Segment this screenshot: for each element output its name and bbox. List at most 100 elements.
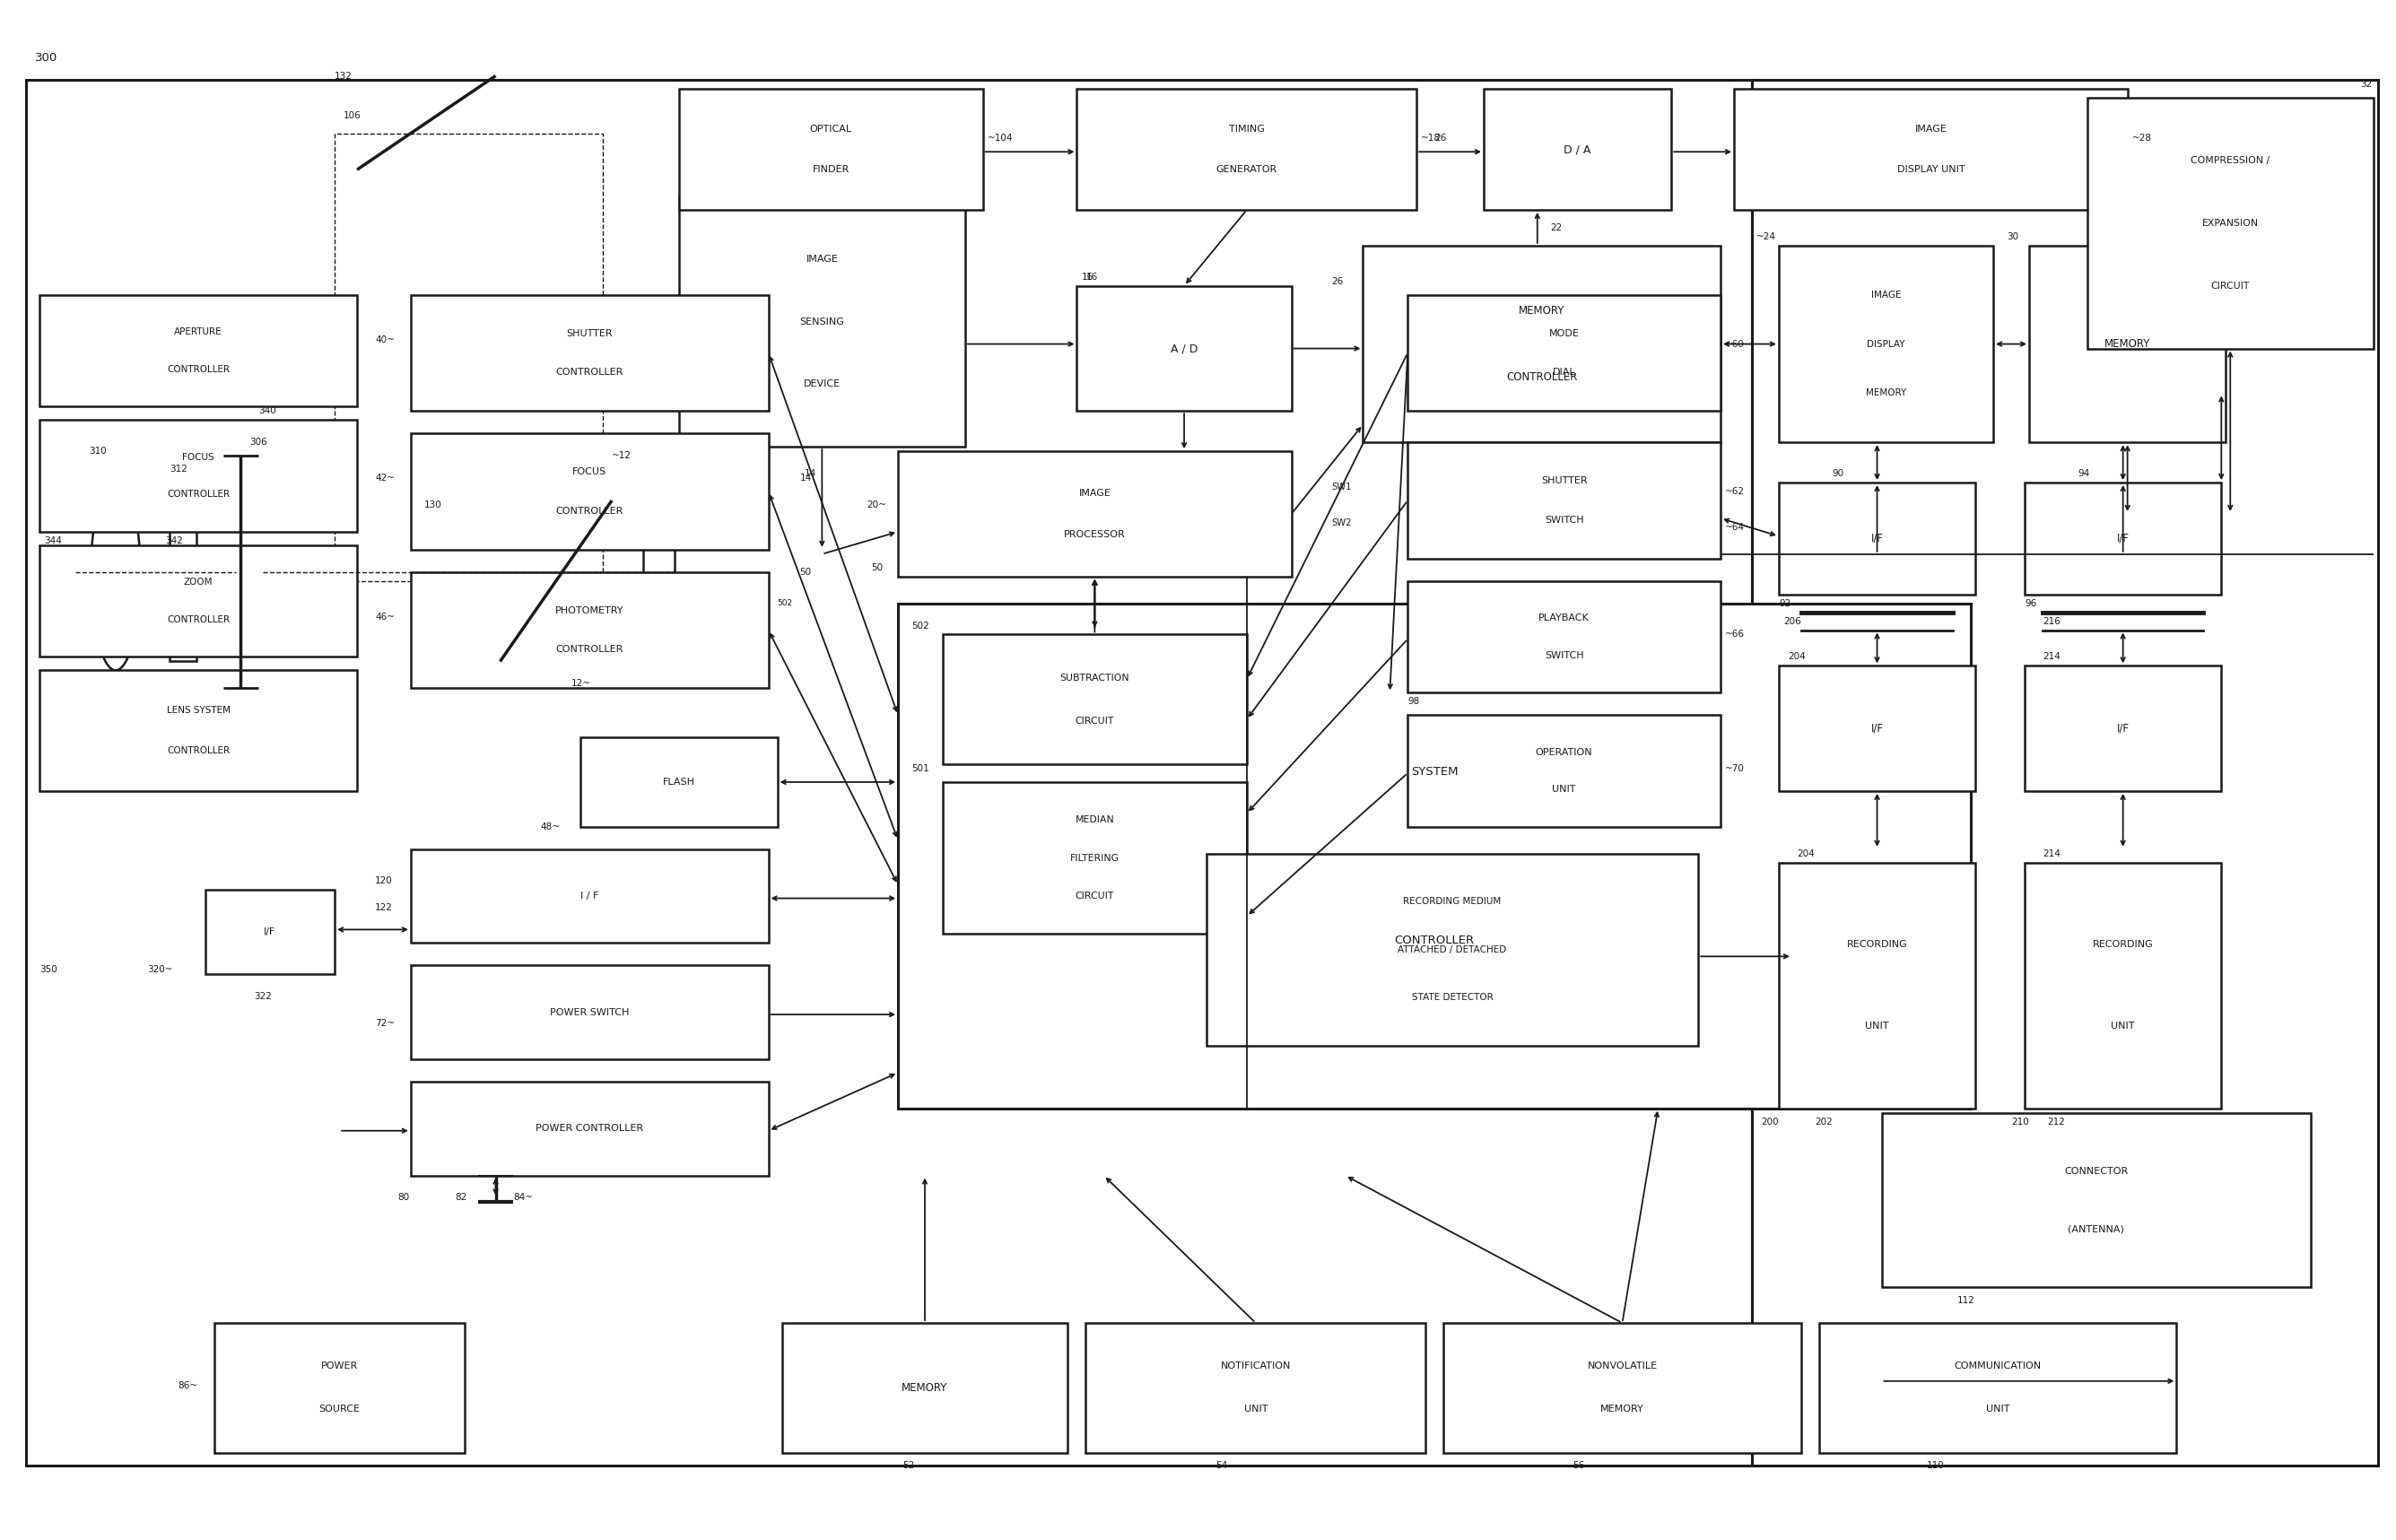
Text: 350: 350 [41, 966, 58, 975]
Text: STATE DETECTOR: STATE DETECTOR [1411, 993, 1493, 1003]
Bar [942, 634, 1246, 764]
Text: COMMUNICATION: COMMUNICATION [1955, 1361, 2041, 1371]
Bar [942, 782, 1246, 935]
Text: CONTROLLER: CONTROLLER [168, 490, 230, 499]
Text: CONNECTOR: CONNECTOR [2065, 1166, 2128, 1175]
Bar [1735, 89, 2128, 209]
Text: 20~: 20~ [867, 500, 887, 510]
Bar [410, 966, 769, 1060]
Text: SW1: SW1 [1332, 482, 1351, 491]
Bar [170, 482, 196, 661]
Text: POWER: POWER [321, 1361, 357, 1371]
Text: SHUTTER: SHUTTER [565, 330, 613, 339]
Text: PHOTOMETRY: PHOTOMETRY [556, 607, 623, 614]
Text: I/F: I/F [2116, 533, 2130, 544]
Bar [1085, 1323, 1426, 1452]
Text: UNIT: UNIT [1864, 1023, 1888, 1030]
Text: 120: 120 [374, 876, 393, 886]
Text: 50: 50 [872, 564, 884, 571]
Text: 112: 112 [1958, 1297, 1974, 1304]
Text: RECORDING: RECORDING [2092, 939, 2154, 949]
Text: DISPLAY: DISPLAY [1866, 339, 1905, 348]
Bar [410, 433, 769, 550]
Bar [1751, 80, 2377, 1466]
Bar [1778, 482, 1974, 594]
Text: 122: 122 [374, 902, 393, 912]
Text: SHUTTER: SHUTTER [1541, 476, 1586, 485]
Text: 342: 342 [165, 536, 182, 545]
Bar [1409, 442, 1720, 559]
Text: ~28: ~28 [2132, 134, 2152, 143]
Text: 300: 300 [36, 52, 58, 63]
Text: ATTACHED / DETACHED: ATTACHED / DETACHED [1397, 946, 1507, 955]
Bar [26, 80, 1751, 1466]
Text: 312: 312 [170, 465, 187, 474]
Text: CONTROLLER: CONTROLLER [556, 368, 623, 377]
Text: CONTROLLER: CONTROLLER [1507, 371, 1577, 382]
Text: CONTROLLER: CONTROLLER [168, 747, 230, 755]
Text: PLAYBACK: PLAYBACK [1538, 613, 1589, 622]
Text: I/F: I/F [1871, 533, 1883, 544]
Text: 344: 344 [43, 536, 62, 545]
Text: CONTROLLER: CONTROLLER [556, 645, 623, 654]
Text: IMAGE: IMAGE [1914, 125, 1948, 134]
Bar [1881, 1113, 2310, 1287]
Text: I / F: I / F [580, 892, 599, 901]
Text: 32: 32 [2360, 80, 2372, 89]
Text: (ANTENNA): (ANTENNA) [2068, 1224, 2125, 1234]
Bar [898, 604, 1972, 1109]
Text: 90: 90 [1833, 470, 1845, 477]
Text: 206: 206 [1783, 616, 1802, 625]
Text: 56: 56 [1574, 1461, 1586, 1471]
Bar [678, 197, 966, 447]
Text: PROCESSOR: PROCESSOR [1064, 530, 1126, 539]
Text: OPTICAL: OPTICAL [810, 125, 853, 134]
Text: IMAGE: IMAGE [1871, 291, 1900, 299]
Text: SWITCH: SWITCH [1545, 516, 1584, 524]
Bar [781, 1323, 1069, 1452]
Text: 50: 50 [800, 568, 812, 576]
Bar [1442, 1323, 1802, 1452]
Text: LENS SYSTEM: LENS SYSTEM [165, 705, 230, 715]
Bar [642, 474, 676, 670]
Text: 22: 22 [1550, 223, 1562, 233]
Text: 214: 214 [2041, 849, 2061, 858]
Bar [2087, 99, 2374, 348]
Text: 26: 26 [1435, 134, 1447, 143]
Text: CIRCUIT: CIRCUIT [1076, 716, 1114, 725]
Text: 98: 98 [1409, 698, 1418, 707]
Text: MEDIAN: MEDIAN [1076, 816, 1114, 824]
Text: FLASH: FLASH [664, 778, 695, 787]
Text: CIRCUIT: CIRCUIT [2212, 282, 2250, 291]
Text: CONTROLLER: CONTROLLER [1394, 935, 1474, 946]
Text: D / A: D / A [1565, 143, 1591, 156]
Text: DIAL: DIAL [1553, 368, 1577, 377]
Text: UNIT: UNIT [1986, 1404, 2010, 1414]
Text: 106: 106 [343, 111, 362, 120]
Text: 214: 214 [2041, 653, 2061, 661]
Bar [678, 89, 982, 209]
Text: ~64: ~64 [1725, 522, 1744, 531]
Text: 210: 210 [2010, 1118, 2029, 1126]
Text: ~66: ~66 [1725, 630, 1744, 639]
Text: I/F: I/F [2116, 722, 2130, 735]
Bar [41, 420, 357, 531]
Text: MEMORY: MEMORY [1519, 305, 1565, 317]
Bar [206, 890, 335, 975]
Text: FILTERING: FILTERING [1071, 853, 1119, 862]
Text: 204: 204 [1797, 849, 1814, 858]
Text: NONVOLATILE: NONVOLATILE [1586, 1361, 1658, 1371]
Text: MODE: MODE [1548, 330, 1579, 339]
Text: ~12: ~12 [611, 451, 633, 460]
Text: I/F: I/F [1871, 722, 1883, 735]
Text: ZOOM: ZOOM [184, 578, 213, 587]
Bar [1409, 581, 1720, 693]
Text: 322: 322 [254, 992, 273, 1001]
Text: DEVICE: DEVICE [803, 380, 841, 388]
Text: A / D: A / D [1172, 342, 1198, 354]
Text: I/F: I/F [264, 927, 276, 936]
Bar [41, 294, 357, 407]
Text: CONTROLLER: CONTROLLER [556, 507, 623, 516]
Text: MEMORY: MEMORY [1601, 1404, 1644, 1414]
Text: 12~: 12~ [573, 679, 592, 688]
